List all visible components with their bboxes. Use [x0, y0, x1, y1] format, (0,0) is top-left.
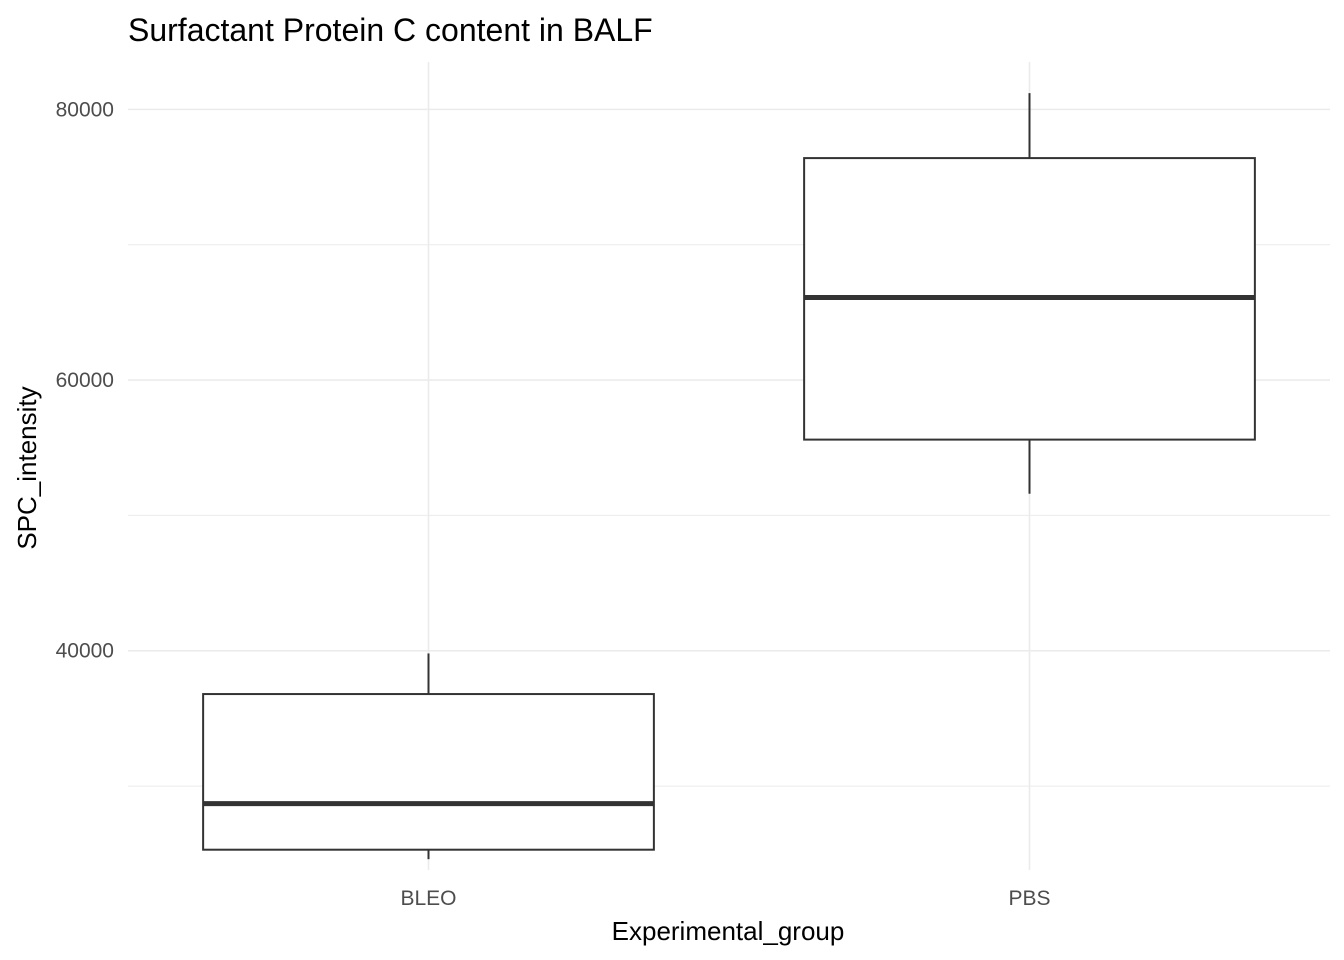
- grid-layer: [128, 62, 1330, 870]
- x-tick-label: PBS: [1008, 887, 1050, 910]
- x-tick-labels: BLEO PBS: [400, 887, 1050, 910]
- y-tick-labels: 40000 60000 80000: [56, 98, 114, 662]
- iqr-box: [202, 693, 655, 851]
- y-tick-label: 40000: [56, 640, 114, 663]
- y-tick-label: 60000: [56, 369, 114, 392]
- x-axis-title: Experimental_group: [612, 916, 845, 946]
- y-tick-label: 80000: [56, 98, 114, 121]
- box-layer: [202, 93, 1256, 860]
- y-axis-title: SPC_intensity: [12, 386, 42, 549]
- box-bleo: [202, 653, 655, 860]
- x-tick-label: BLEO: [400, 887, 456, 910]
- chart-title: Surfactant Protein C content in BALF: [128, 12, 653, 48]
- box-pbs: [803, 93, 1256, 494]
